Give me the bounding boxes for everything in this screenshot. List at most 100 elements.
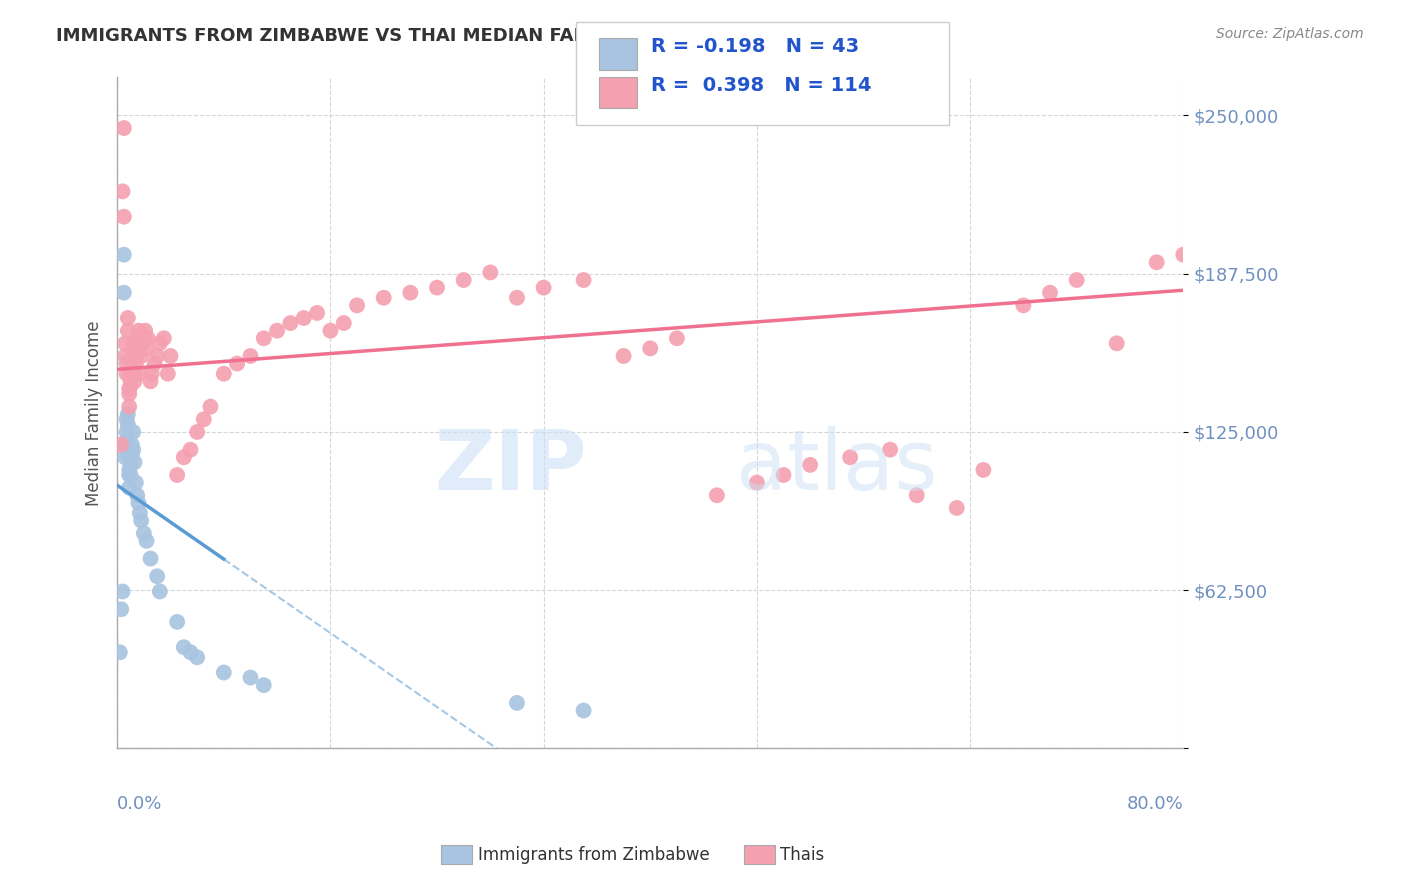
Point bbox=[346, 298, 368, 312]
Point bbox=[280, 316, 302, 330]
Point bbox=[131, 336, 153, 351]
Point bbox=[122, 442, 145, 457]
Point bbox=[253, 678, 276, 692]
Point bbox=[292, 311, 315, 326]
Point bbox=[453, 273, 475, 287]
Point bbox=[193, 412, 215, 426]
Point bbox=[114, 336, 136, 351]
Point bbox=[117, 311, 139, 326]
Text: IMMIGRANTS FROM ZIMBABWE VS THAI MEDIAN FAMILY INCOME CORRELATION CHART: IMMIGRANTS FROM ZIMBABWE VS THAI MEDIAN … bbox=[56, 27, 928, 45]
Point bbox=[127, 336, 149, 351]
Point bbox=[128, 496, 150, 510]
Point bbox=[1066, 273, 1088, 287]
Point bbox=[122, 349, 145, 363]
Point bbox=[110, 437, 132, 451]
Point bbox=[638, 342, 661, 356]
Point bbox=[120, 374, 142, 388]
Point bbox=[253, 331, 276, 345]
Point bbox=[124, 374, 146, 388]
Text: 0.0%: 0.0% bbox=[117, 796, 163, 814]
Point bbox=[115, 367, 138, 381]
Point bbox=[141, 367, 163, 381]
Point bbox=[128, 367, 150, 381]
Point bbox=[128, 331, 150, 345]
Point bbox=[153, 331, 176, 345]
Point bbox=[972, 463, 994, 477]
Text: 80.0%: 80.0% bbox=[1126, 796, 1184, 814]
Point bbox=[115, 357, 138, 371]
Point bbox=[122, 336, 145, 351]
Point bbox=[1146, 255, 1168, 269]
Point bbox=[399, 285, 422, 300]
Point bbox=[112, 121, 135, 136]
Point bbox=[533, 280, 555, 294]
Point bbox=[124, 455, 146, 469]
Point bbox=[1039, 285, 1062, 300]
Point bbox=[111, 584, 134, 599]
Point bbox=[120, 379, 142, 393]
Point bbox=[159, 349, 181, 363]
Point bbox=[118, 400, 141, 414]
Point bbox=[307, 306, 329, 320]
Point bbox=[1173, 248, 1195, 262]
Point bbox=[706, 488, 728, 502]
Point bbox=[665, 331, 688, 345]
Point bbox=[120, 458, 142, 472]
Point bbox=[120, 367, 142, 381]
Point bbox=[111, 185, 134, 199]
Point bbox=[212, 665, 235, 680]
Point bbox=[115, 412, 138, 426]
Point bbox=[266, 324, 288, 338]
Point bbox=[127, 488, 149, 502]
Point bbox=[179, 645, 201, 659]
Point bbox=[173, 450, 195, 465]
Point bbox=[613, 349, 636, 363]
Y-axis label: Median Family Income: Median Family Income bbox=[86, 320, 103, 506]
Point bbox=[1305, 291, 1327, 305]
Point bbox=[117, 407, 139, 421]
Point bbox=[146, 569, 169, 583]
Text: atlas: atlas bbox=[735, 426, 938, 508]
Point bbox=[186, 425, 208, 439]
Point bbox=[239, 349, 262, 363]
Point bbox=[120, 450, 142, 465]
Point bbox=[128, 324, 150, 338]
Point bbox=[239, 671, 262, 685]
Point bbox=[135, 533, 157, 548]
Point bbox=[879, 442, 901, 457]
Point bbox=[132, 526, 155, 541]
Point bbox=[149, 336, 172, 351]
Point bbox=[118, 387, 141, 401]
Point bbox=[149, 584, 172, 599]
Point bbox=[110, 602, 132, 616]
Point bbox=[118, 382, 141, 396]
Point bbox=[129, 349, 152, 363]
Point bbox=[124, 367, 146, 381]
Point bbox=[506, 291, 529, 305]
Point bbox=[839, 450, 862, 465]
Point bbox=[1199, 235, 1222, 249]
Point bbox=[128, 506, 150, 520]
Point bbox=[166, 615, 188, 629]
Point bbox=[132, 331, 155, 345]
Point bbox=[479, 265, 502, 279]
Point bbox=[139, 551, 162, 566]
Point bbox=[572, 273, 595, 287]
Point bbox=[127, 342, 149, 356]
Point bbox=[799, 458, 821, 472]
Point bbox=[120, 468, 142, 483]
Point bbox=[1105, 336, 1128, 351]
Point bbox=[118, 468, 141, 483]
Point bbox=[125, 357, 148, 371]
Point bbox=[122, 425, 145, 439]
Point bbox=[115, 442, 138, 457]
Point bbox=[945, 500, 967, 515]
Text: Source: ZipAtlas.com: Source: ZipAtlas.com bbox=[1216, 27, 1364, 41]
Point bbox=[117, 433, 139, 447]
Point bbox=[426, 280, 449, 294]
Point bbox=[118, 481, 141, 495]
Point bbox=[134, 324, 156, 338]
Point bbox=[156, 367, 179, 381]
Point bbox=[117, 324, 139, 338]
Text: ZIP: ZIP bbox=[434, 426, 586, 508]
